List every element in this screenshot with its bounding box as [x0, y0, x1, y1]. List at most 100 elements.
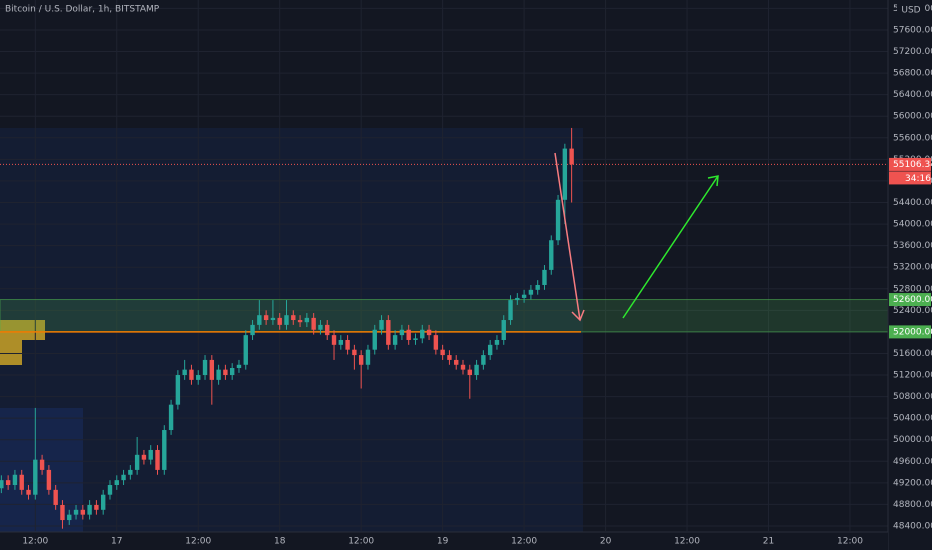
candle-body: [162, 430, 167, 470]
candle-body: [528, 289, 534, 295]
candle-body: [19, 474, 24, 490]
candle-body: [277, 317, 282, 325]
candle-body: [569, 148, 574, 165]
candle-body: [515, 297, 520, 301]
candle-body: [168, 404, 174, 431]
y-tick-label: 50000.00: [893, 435, 932, 445]
candle-body: [26, 489, 31, 495]
candle-body: [87, 504, 92, 515]
candle-body: [216, 369, 221, 380]
candle-body: [202, 359, 208, 376]
candle-body: [175, 375, 181, 405]
candle-body: [406, 329, 411, 340]
x-tick-label: 12:00: [185, 537, 211, 547]
price-tag: [889, 325, 931, 339]
candle-body: [426, 329, 432, 336]
chart-title: Bitcoin / U.S. Dollar, 1h, BITSTAMP: [5, 5, 160, 15]
candle-body: [460, 364, 466, 370]
x-tick-label: 19: [437, 537, 449, 547]
candle-body: [100, 494, 106, 510]
candle-body: [73, 509, 79, 515]
y-tick-label: 55600.00: [893, 133, 932, 143]
x-tick-label: 21: [763, 537, 774, 547]
y-tick-label: 52400.00: [893, 306, 932, 316]
candle-body: [189, 369, 194, 380]
candle-body: [196, 375, 201, 380]
candle-body: [338, 339, 344, 345]
candle-body: [46, 469, 52, 490]
x-tick-label: 12:00: [348, 537, 374, 547]
candle-body: [345, 339, 350, 350]
candle-body: [182, 369, 187, 376]
y-tick-label: 54400.00: [893, 198, 932, 208]
candle-body: [358, 355, 364, 365]
candle-body: [331, 335, 337, 345]
candle-body: [5, 480, 11, 486]
y-tick-label: 52800.00: [893, 284, 932, 294]
range-region: [0, 408, 83, 532]
candle-body: [141, 454, 147, 460]
candle-body: [399, 329, 405, 336]
candle-body: [549, 240, 554, 270]
candle-body: [33, 459, 38, 495]
y-tick-label: 56800.00: [893, 69, 932, 79]
candle-body: [433, 335, 439, 350]
candle-body: [263, 315, 269, 321]
candle-body: [379, 320, 384, 330]
candle-body: [521, 294, 527, 298]
candle-body: [447, 355, 452, 360]
y-tick-label: 49600.00: [893, 457, 932, 467]
x-tick-label: 12:00: [837, 537, 863, 547]
candle-body: [284, 315, 289, 325]
x-tick-label: 12:00: [511, 537, 537, 547]
volume-profile: [0, 340, 22, 365]
candle-body: [209, 359, 215, 380]
support-zone: [0, 299, 889, 333]
candle-body: [270, 317, 276, 321]
candle-body: [243, 335, 248, 365]
x-tick-label: 12:00: [22, 537, 48, 547]
y-tick-label: 53600.00: [893, 241, 932, 251]
candle-body: [392, 335, 398, 345]
candle-body: [291, 315, 296, 321]
candle-body: [80, 509, 86, 515]
x-tick-label: 17: [111, 537, 122, 547]
candle-body: [467, 369, 472, 376]
candle-body: [297, 320, 303, 323]
candle-body: [155, 449, 160, 470]
currency-box: [897, 3, 925, 17]
y-tick-label: 50800.00: [893, 392, 932, 402]
candle-body: [229, 368, 235, 376]
candle-body: [12, 474, 18, 486]
price-axis: [888, 0, 932, 550]
y-tick-label: 57200.00: [893, 47, 932, 57]
candle-body: [562, 148, 568, 200]
candle-body: [250, 324, 255, 336]
y-tick-label: 56400.00: [893, 90, 932, 100]
volume-profile: [0, 320, 45, 340]
candle-body: [53, 489, 58, 505]
candle-body: [60, 504, 65, 521]
candle-body: [0, 480, 4, 489]
candle-body: [352, 349, 357, 356]
candle-body: [487, 344, 493, 356]
price-tag: [889, 157, 931, 171]
candle-body: [555, 199, 561, 241]
y-tick-label: 54000.00: [893, 220, 932, 230]
y-tick-label: 49200.00: [893, 478, 932, 488]
candle-body: [474, 364, 479, 376]
candle-body: [420, 329, 425, 339]
y-tick-label: 53200.00: [893, 263, 932, 273]
candle-body: [257, 315, 262, 325]
candle-body: [494, 339, 500, 345]
candle-body: [39, 459, 45, 470]
y-tick-label: 57600.00: [893, 25, 932, 35]
price-tag-label: 55106.34: [893, 160, 932, 170]
price-tag: [889, 293, 931, 307]
candle-body: [440, 349, 445, 356]
candle-body: [413, 338, 418, 340]
candle-body: [365, 349, 371, 365]
candle-body: [121, 474, 126, 481]
drawing-arrow: [554, 152, 719, 322]
